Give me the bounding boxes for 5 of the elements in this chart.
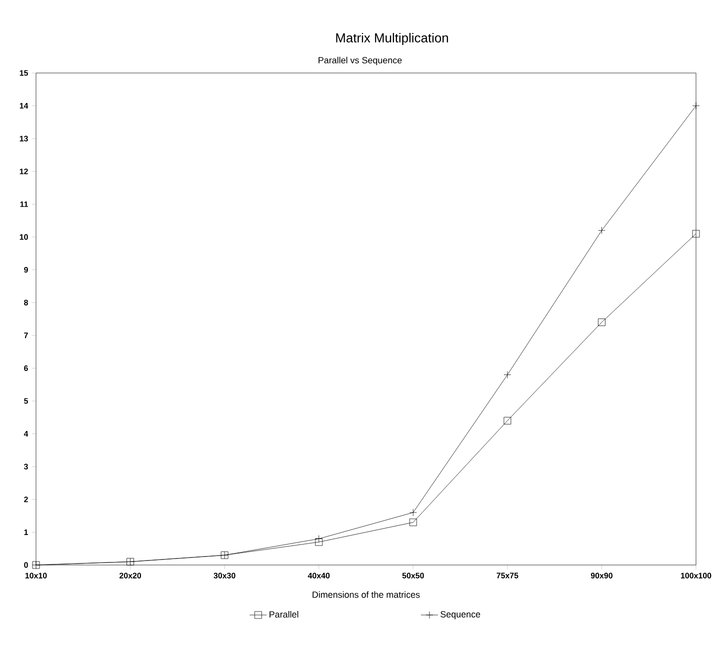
legend-label: Sequence [440, 611, 480, 620]
chart-title: Matrix Multiplication [336, 32, 448, 46]
x-axis-title: Dimensions of the matrices [312, 591, 420, 598]
chart-subtitle: Parallel vs Sequence [318, 56, 402, 66]
legend-label: Parallel [270, 611, 298, 618]
